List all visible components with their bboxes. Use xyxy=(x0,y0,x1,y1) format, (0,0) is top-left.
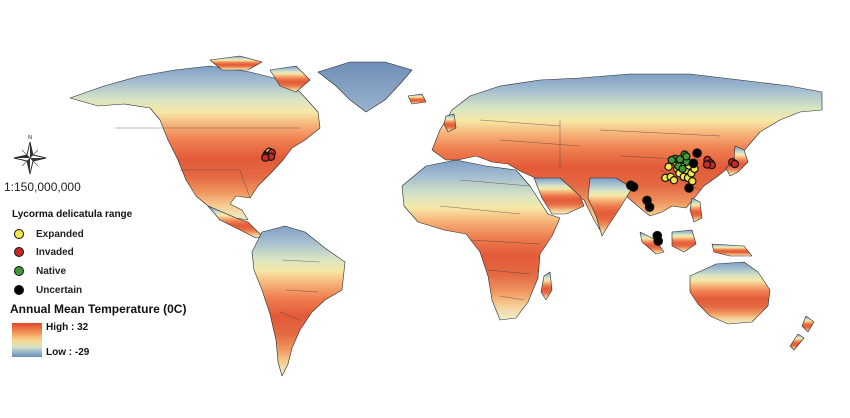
africa xyxy=(401,159,561,321)
iceland xyxy=(407,93,427,105)
india xyxy=(587,177,633,237)
expanded-marker-icon xyxy=(14,229,24,239)
uncertain-point xyxy=(653,236,663,246)
native-marker-icon xyxy=(14,266,24,276)
great-britain xyxy=(443,113,457,133)
new-zealand-south xyxy=(789,333,805,351)
legend-item-invaded: Invaded xyxy=(14,245,74,259)
native-point xyxy=(678,164,687,174)
invaded-point xyxy=(702,160,712,169)
land-masses xyxy=(69,55,823,377)
uncertain-point xyxy=(692,148,702,158)
invaded-point xyxy=(730,159,740,169)
north-america xyxy=(69,65,321,221)
borneo xyxy=(671,229,697,253)
uncertain-point xyxy=(644,202,655,212)
temperature-high-label: High : 32 xyxy=(46,322,89,333)
new-guinea xyxy=(711,243,753,257)
occurrence-points xyxy=(261,147,740,246)
map-scale: 1:150,000,000 xyxy=(4,180,81,194)
native-point xyxy=(682,152,691,161)
uncertain-point xyxy=(688,158,699,169)
legend-item-expanded: Expanded xyxy=(14,227,84,241)
arabia xyxy=(533,177,585,215)
uncertain-point xyxy=(684,183,694,193)
invaded-point xyxy=(261,153,270,162)
native-point xyxy=(667,155,677,165)
temperature-color-ramp xyxy=(12,323,42,357)
uncertain-point xyxy=(628,182,639,192)
legend-label-invaded: Invaded xyxy=(36,246,74,258)
expanded-point xyxy=(664,162,673,171)
legend-title: Lycorma delicatula range xyxy=(12,209,133,220)
temperature-low-label: Low : -29 xyxy=(46,347,90,358)
legend-label-native: Native xyxy=(36,265,67,277)
madagascar xyxy=(540,271,553,301)
legend-label-uncertain: Uncertain xyxy=(36,284,83,296)
australia xyxy=(689,261,771,325)
new-zealand xyxy=(801,315,815,333)
expanded-point xyxy=(669,175,679,185)
greenland xyxy=(317,61,413,113)
svg-text:N: N xyxy=(28,135,32,141)
arctic-islands xyxy=(209,55,263,71)
compass-rose-icon: N xyxy=(13,135,47,175)
legend-item-native: Native xyxy=(14,264,66,278)
south-america xyxy=(251,225,346,377)
temperature-legend-title: Annual Mean Temperature (0C) xyxy=(10,302,187,316)
sumatra xyxy=(639,231,665,255)
invaded-marker-icon xyxy=(14,247,24,257)
legend-item-uncertain: Uncertain xyxy=(14,283,82,297)
baffin-island xyxy=(269,65,311,93)
philippines xyxy=(689,197,703,223)
legend-label-expanded: Expanded xyxy=(36,228,84,240)
uncertain-marker-icon xyxy=(14,285,24,295)
